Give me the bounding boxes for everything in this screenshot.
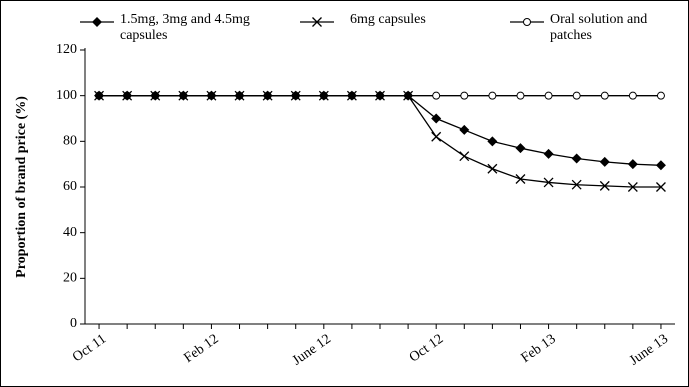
x-tick-label: Feb 13: [519, 332, 559, 366]
marker: [515, 174, 526, 184]
legend-marker: [92, 17, 102, 27]
marker: [431, 113, 442, 124]
marker: [599, 156, 610, 167]
legend-marker: [523, 18, 531, 26]
marker: [346, 90, 357, 101]
marker: [459, 151, 470, 162]
y-tick-label: 40: [63, 225, 77, 240]
marker: [515, 143, 526, 154]
y-tick-label: 0: [70, 316, 77, 331]
marker: [460, 91, 469, 100]
marker: [600, 91, 609, 100]
marker: [656, 91, 665, 100]
y-tick-label: 80: [63, 134, 77, 149]
marker: [375, 90, 385, 101]
marker: [262, 90, 273, 101]
marker: [403, 90, 414, 101]
series-line: [99, 95, 661, 188]
marker: [627, 182, 638, 192]
x-tick-label: June 12: [290, 332, 334, 369]
marker: [206, 90, 217, 101]
marker: [290, 90, 301, 101]
marker: [431, 131, 442, 142]
legend-label: 1.5mg, 3mg and 4.5mg capsules: [120, 12, 250, 43]
x-tick-label: Oct 11: [70, 332, 109, 366]
marker: [516, 91, 525, 100]
legend-marker: [312, 17, 322, 27]
marker: [572, 91, 581, 100]
y-tick-label: 120: [56, 42, 77, 57]
x-tick-label: Feb 12: [181, 332, 221, 366]
legend-label: Oral solution and patches: [550, 12, 648, 43]
marker: [488, 91, 497, 100]
marker: [150, 90, 161, 101]
marker: [571, 153, 582, 164]
marker: [544, 91, 553, 100]
y-axis-label: Proportion of brand price (%): [14, 96, 29, 278]
marker: [627, 159, 638, 170]
y-tick-label: 20: [63, 271, 77, 286]
marker: [94, 90, 105, 101]
marker: [543, 177, 554, 188]
marker: [122, 90, 133, 101]
marker: [628, 91, 637, 100]
marker: [178, 90, 189, 101]
x-tick-label: Oct 12: [407, 332, 447, 366]
marker: [487, 163, 498, 174]
legend-label: 6mg capsules: [350, 12, 426, 27]
marker: [318, 90, 329, 101]
marker: [234, 90, 245, 101]
y-tick-label: 100: [56, 88, 77, 103]
y-tick-label: 60: [63, 179, 77, 194]
marker: [432, 91, 441, 100]
marker: [459, 124, 470, 135]
marker: [487, 136, 498, 147]
marker: [599, 180, 610, 191]
marker: [655, 182, 666, 192]
marker: [655, 160, 666, 171]
x-tick-label: June 13: [627, 332, 671, 369]
marker: [543, 148, 554, 159]
marker: [571, 179, 582, 190]
